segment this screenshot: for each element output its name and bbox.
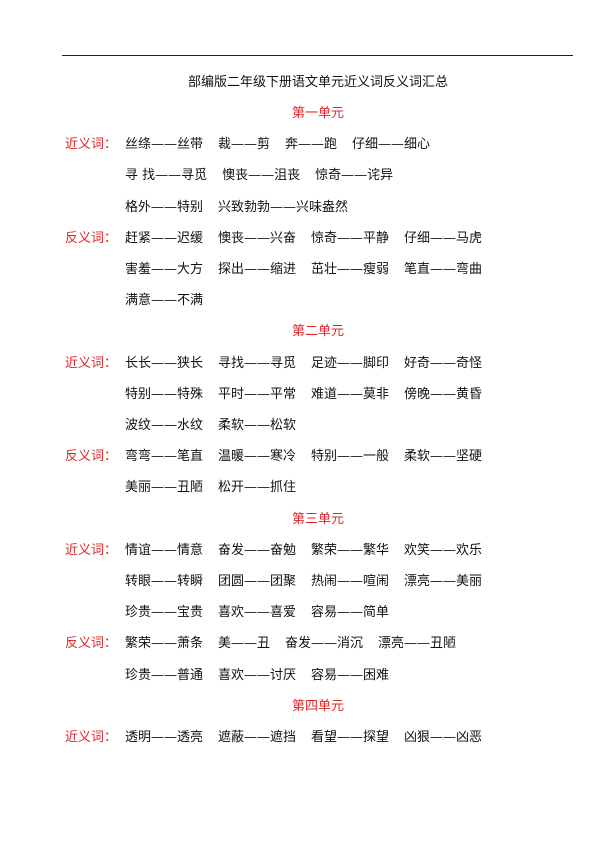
word-pair: 繁荣——萧条 <box>125 636 204 652</box>
word-pair: 喜欢——喜爱 <box>218 605 297 621</box>
word-pair: 仔细——马虎 <box>404 230 483 246</box>
unit-heading: 第一单元 <box>291 106 344 121</box>
word-pair: 珍贵——宝贵 <box>125 605 204 621</box>
word-pair: 欢笑——欢乐 <box>404 542 483 558</box>
unit-heading: 第二单元 <box>291 324 344 340</box>
word-line: 美丽——丑陋 松开——抓住 <box>125 479 311 497</box>
word-pair: 害羞——大方 <box>125 262 204 277</box>
word-line: 透明——透亮 遮蔽——遮挡 看望——探望 凶狠——凶恶 <box>125 729 497 747</box>
word-pair: 傍晚——黄昏 <box>404 386 483 402</box>
word-line: 情谊——情意 奋发——奋勉 繁荣——繁华 欢笑——欢乐 <box>125 542 497 560</box>
word-pair: 特别——特殊 <box>125 386 204 402</box>
word-pair: 容易——简单 <box>311 605 390 621</box>
word-pair: 兴致勃勃——兴味盎然 <box>218 199 349 215</box>
word-pair: 长长——狭长 <box>125 355 204 371</box>
word-pair: 柔软——坚硬 <box>404 449 483 465</box>
word-pair: 好奇——奇怪 <box>404 355 483 371</box>
group-label: 反义词： <box>65 636 118 652</box>
word-pair: 容易——困难 <box>311 667 390 683</box>
word-pair: 足迹——脚印 <box>311 355 390 371</box>
word-pair: 繁荣——繁华 <box>311 542 390 558</box>
word-pair: 透明——透亮 <box>125 730 204 745</box>
unit-heading: 第四单元 <box>291 698 344 714</box>
word-pair: 格外——特别 <box>125 199 204 215</box>
word-pair: 探出——缩进 <box>218 262 297 277</box>
word-pair: 奋发——消沉 <box>285 636 364 652</box>
group-label: 近义词： <box>65 542 118 558</box>
word-pair: 热闹——喧闹 <box>311 574 390 589</box>
word-pair: 茁壮——瘦弱 <box>311 262 390 277</box>
group-label: 近义词： <box>65 730 118 745</box>
word-line: 赶紧——迟缓 懊丧——兴奋 惊奇——平静 仔细——马虎 <box>125 230 497 248</box>
unit-heading: 第三单元 <box>291 511 344 527</box>
word-pair: 看望——探望 <box>311 730 390 745</box>
word-pair: 喜欢——讨厌 <box>218 667 297 683</box>
word-line: 特别——特殊 平时——平常 难道——莫非 傍晚——黄昏 <box>125 386 497 404</box>
word-pair: 遮蔽——遮挡 <box>218 730 297 745</box>
word-pair: 团圆——团聚 <box>218 574 297 589</box>
word-pair: 满意——不满 <box>125 293 204 309</box>
group-label: 近义词： <box>65 137 118 153</box>
group-label: 反义词： <box>65 449 118 465</box>
group-label: 近义词： <box>65 355 118 371</box>
word-pair: 柔软——松软 <box>218 418 297 433</box>
word-line: 珍贵——普通 喜欢——讨厌 容易——困难 <box>125 667 404 685</box>
word-pair: 漂亮——美丽 <box>404 574 483 589</box>
word-pair: 裁——剪 <box>218 137 271 153</box>
word-line: 格外——特别 兴致勃勃——兴味盎然 <box>125 199 363 217</box>
word-pair: 奋发——奋勉 <box>218 542 297 558</box>
word-pair: 惊奇——诧异 <box>315 168 394 184</box>
word-pair: 难道——莫非 <box>311 386 390 402</box>
word-line: 弯弯——笔直 温暖——寒冷 特别——一般 柔软——坚硬 <box>125 448 497 466</box>
word-pair: 赶紧——迟缓 <box>125 230 204 246</box>
word-pair: 凶狠——凶恶 <box>404 730 483 745</box>
word-pair: 惊奇——平静 <box>311 230 390 246</box>
doc-title: 部编版二年级下册语文单元近义词反义词汇总 <box>187 75 448 90</box>
word-line: 转眼——转瞬 团圆——团聚 热闹——喧闹 漂亮——美丽 <box>125 573 497 591</box>
word-pair: 波纹——水纹 <box>125 418 204 433</box>
group-label: 反义词： <box>65 230 118 246</box>
word-pair: 奔——跑 <box>285 137 338 153</box>
word-line: 繁荣——萧条 美——丑 奋发——消沉 漂亮——丑陋 <box>125 635 471 653</box>
word-pair: 寻 找——寻觅 <box>125 168 208 184</box>
word-pair: 情谊——情意 <box>125 542 204 558</box>
word-pair: 美丽——丑陋 <box>125 480 204 496</box>
word-line: 害羞——大方 探出——缩进 茁壮——瘦弱 笔直——弯曲 <box>125 261 497 279</box>
word-pair: 寻找——寻觅 <box>218 355 297 371</box>
word-pair: 漂亮——丑陋 <box>378 636 457 652</box>
word-pair: 懊丧——兴奋 <box>218 230 297 246</box>
top-rule <box>62 55 573 56</box>
word-line: 满意——不满 <box>125 292 218 310</box>
word-pair: 珍贵——普通 <box>125 667 204 683</box>
word-line: 波纹——水纹 柔软——松软 <box>125 417 311 435</box>
word-line: 长长——狭长 寻找——寻觅 足迹——脚印 好奇——奇怪 <box>125 355 497 373</box>
word-line: 珍贵——宝贵 喜欢——喜爱 容易——简单 <box>125 604 404 622</box>
word-pair: 松开——抓住 <box>218 480 297 496</box>
word-pair: 美——丑 <box>218 636 271 652</box>
word-pair: 丝绦——丝带 <box>125 137 204 153</box>
word-pair: 笔直——弯曲 <box>404 262 483 277</box>
word-pair: 特别——一般 <box>311 449 390 465</box>
word-line: 寻 找——寻觅 懊丧——沮丧 惊奇——诧异 <box>125 167 408 185</box>
word-pair: 弯弯——笔直 <box>125 449 204 465</box>
word-pair: 转眼——转瞬 <box>125 574 204 589</box>
word-pair: 仔细——细心 <box>352 137 431 153</box>
word-pair: 懊丧——沮丧 <box>222 168 301 184</box>
word-pair: 平时——平常 <box>218 386 297 402</box>
word-line: 丝绦——丝带 裁——剪 奔——跑 仔细——细心 <box>125 136 445 154</box>
word-pair: 温暖——寒冷 <box>218 449 297 465</box>
